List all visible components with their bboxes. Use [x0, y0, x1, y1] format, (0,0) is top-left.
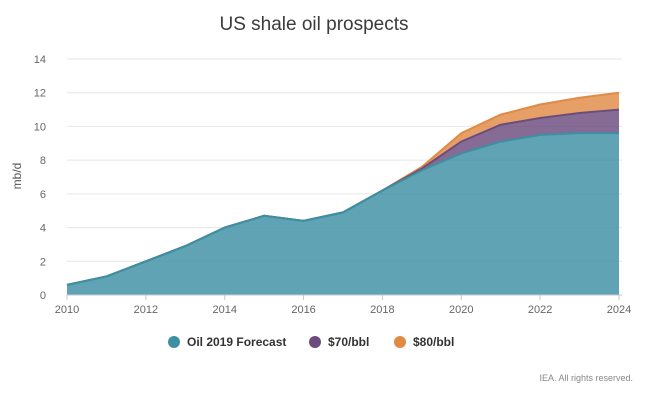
area-70-bbl: [67, 109, 619, 285]
y-tick-label: 8: [40, 155, 46, 167]
area-oil-2019-forecast: [67, 133, 619, 295]
grid-lines: [67, 58, 622, 262]
y-axis-label: mb/d: [10, 163, 24, 190]
chart-title: US shale oil prospects: [219, 14, 408, 35]
y-tick-label: 12: [34, 88, 46, 100]
x-tick-label: 2014: [212, 304, 236, 316]
plot-areas: [66, 91, 620, 295]
x-tick-label: 2016: [291, 304, 315, 316]
x-tick-label: 2010: [55, 304, 79, 316]
legend: Oil 2019 Forecast $70/bbl $80/bbl: [168, 335, 454, 349]
y-tick-label: 6: [40, 189, 46, 201]
legend-marker: [309, 336, 321, 348]
area-80-bbl: [67, 92, 619, 285]
axes: 0 2 4 6 8 10 12 14 2010 2012 2014 2016 2018 2020 2022 2…: [34, 54, 631, 316]
legend-label: $70/bbl: [328, 335, 369, 349]
y-tick-label: 4: [40, 223, 46, 235]
y-tick-label: 2: [40, 256, 46, 268]
x-tick-label: 2020: [449, 304, 473, 316]
y-tick-label: 14: [34, 54, 46, 66]
x-tick-label: 2012: [134, 304, 158, 316]
legend-marker: [168, 336, 180, 348]
x-tick-label: 2022: [528, 304, 552, 316]
y-tick-label: 10: [34, 121, 46, 133]
legend-label: $80/bbl: [413, 335, 454, 349]
x-tick-label: 2018: [370, 304, 394, 316]
legend-marker: [394, 336, 406, 348]
line-oil-2019-forecast: [66, 132, 619, 286]
x-tick-label: 2024: [607, 304, 631, 316]
y-tick-label: 0: [40, 290, 46, 302]
legend-label: Oil 2019 Forecast: [187, 335, 286, 349]
credit-text: IEA. All rights reserved.: [539, 373, 633, 383]
